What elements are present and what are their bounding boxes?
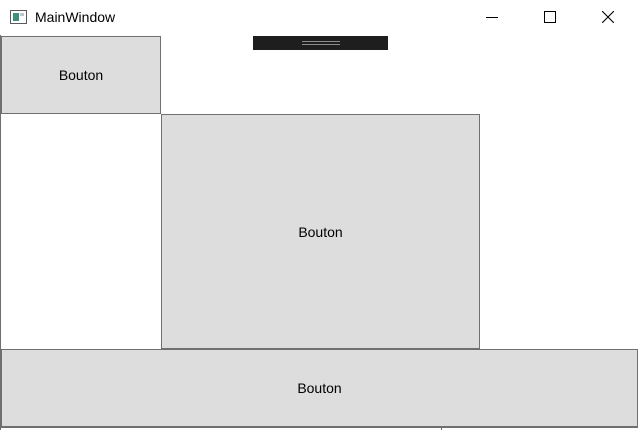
drag-grip-icon xyxy=(302,41,340,42)
window-border-bottom xyxy=(0,427,638,428)
bottom-button[interactable]: Bouton xyxy=(1,349,638,427)
minimize-button[interactable] xyxy=(469,0,515,35)
window-title: MainWindow xyxy=(35,9,116,25)
maximize-icon xyxy=(544,11,556,23)
minimize-icon xyxy=(486,17,498,18)
border-tick xyxy=(441,427,442,430)
close-icon xyxy=(602,11,614,23)
center-button[interactable]: Bouton xyxy=(161,114,480,349)
debug-toolbar[interactable] xyxy=(253,36,388,50)
close-button[interactable] xyxy=(585,0,631,35)
window-border-left xyxy=(0,35,1,430)
top-left-button[interactable]: Bouton xyxy=(1,36,161,114)
title-bar[interactable]: MainWindow xyxy=(0,0,638,35)
maximize-button[interactable] xyxy=(527,0,573,35)
app-window-icon xyxy=(10,10,27,24)
